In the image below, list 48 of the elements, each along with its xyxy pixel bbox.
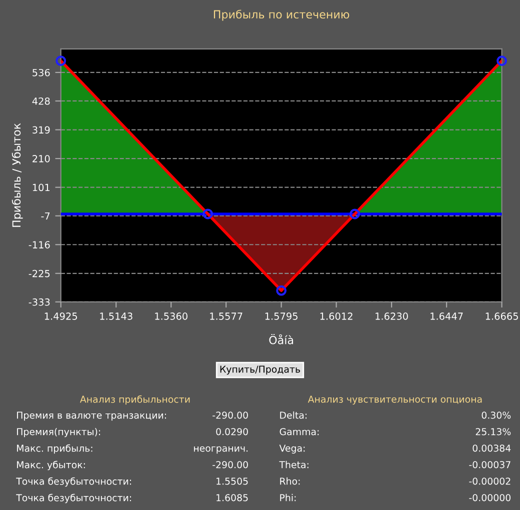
y-tick-label: 319: [32, 126, 50, 134]
text: -0.00002: [469, 478, 510, 485]
y-axis-title: Прибыль / Убыток: [12, 123, 23, 227]
text: неогранич.: [194, 446, 248, 454]
text: 0.30%: [482, 412, 511, 419]
text: -0.00037: [469, 461, 510, 468]
x-tick-label: 1.6230: [376, 312, 408, 320]
x-tick-label: 1.6012: [320, 312, 352, 320]
text: Купить/Продать: [220, 366, 300, 375]
text: Макс. прибыль:: [17, 444, 92, 454]
text: Точка безубыточности:: [16, 477, 131, 487]
text: -290.00: [212, 461, 248, 468]
text: 25.13%: [476, 428, 511, 436]
text: -290.00: [212, 412, 248, 419]
text: 1.6085: [216, 494, 248, 502]
text: Delta:: [280, 411, 307, 419]
chart-title: Прибыль по истечению: [214, 10, 350, 21]
y-tick-label: 428: [32, 97, 50, 105]
x-tick-label: 1.5143: [100, 312, 132, 320]
y-tick-label: 101: [32, 184, 50, 192]
x-tick-label: 1.5577: [210, 312, 242, 320]
x-axis-title: Öåíà: [269, 334, 294, 344]
text: Премия(пункты):: [17, 428, 100, 438]
text: Анализ чувствительности опциона: [308, 396, 482, 405]
text: Макс. убыток:: [17, 460, 85, 470]
text: 1.5505: [216, 478, 248, 485]
text: 0.0290: [216, 428, 248, 436]
text: -0.00000: [469, 494, 511, 502]
y-tick-label: -333: [28, 298, 50, 306]
y-tick-label: -7: [41, 212, 50, 220]
text: Gamma:: [280, 428, 319, 436]
x-tick-label: 1.5360: [155, 312, 188, 320]
text: Премия в валюте транзакции:: [17, 412, 166, 421]
text: Точка безубыточности:: [16, 494, 131, 504]
y-tick-label: 210: [32, 155, 50, 162]
text: Rho:: [280, 477, 300, 485]
x-tick-label: 1.6447: [430, 312, 463, 320]
text: Vega:: [279, 444, 305, 454]
text: 0.00384: [472, 444, 511, 452]
x-tick-label: 1.4925: [44, 312, 77, 320]
y-tick-label: 536: [32, 68, 50, 76]
y-tick-label: -225: [28, 270, 50, 278]
x-tick-label: 1.5795: [265, 312, 298, 320]
text: Phi:: [280, 494, 296, 502]
x-tick-label: 1.6665: [486, 312, 518, 320]
y-tick-label: -116: [28, 241, 50, 248]
text: Theta:: [279, 460, 308, 468]
text: Анализ прибыльности: [80, 395, 190, 405]
